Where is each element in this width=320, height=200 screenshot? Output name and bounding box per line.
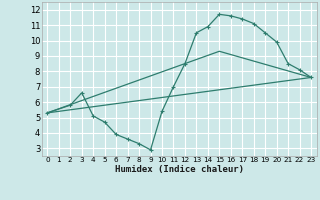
X-axis label: Humidex (Indice chaleur): Humidex (Indice chaleur) (115, 165, 244, 174)
